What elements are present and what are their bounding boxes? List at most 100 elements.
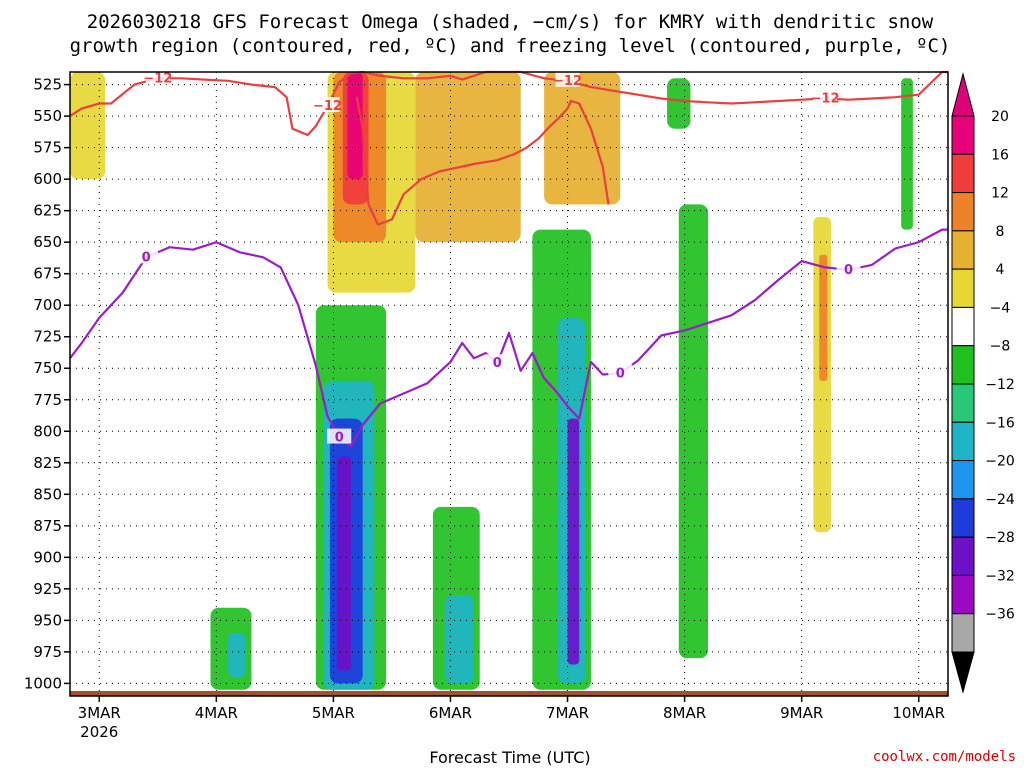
contour-label: 0 [493, 356, 502, 371]
y-tick-label: 525 [33, 76, 62, 94]
y-tick-label: 825 [33, 454, 62, 472]
contour-label: −12 [553, 74, 582, 89]
contour-label-bg [134, 248, 159, 264]
colorbar-label: 20 [991, 109, 1009, 125]
omega-shading [70, 72, 913, 690]
contour-label-bg [485, 354, 510, 370]
chart-title-line-1: 2026030218 GFS Forecast Omega (shaded, −… [87, 11, 934, 33]
colorbar-label: −32 [985, 568, 1015, 584]
omega-region-sinking-10mar [901, 78, 913, 230]
x-tick-label: 4MAR [195, 704, 238, 722]
omega-region-rising-aloft-6mar [415, 72, 521, 243]
contour-label-bg [327, 428, 352, 444]
colorbar-label: 4 [996, 262, 1005, 278]
colorbar-swatch [951, 574, 975, 615]
contour-line-0 [69, 70, 948, 137]
credit-link[interactable]: coolwx.com/models [873, 749, 1016, 765]
omega-region-rising-aloft-5mar-pink [347, 72, 363, 180]
omega-region-rising-aloft-7mar [544, 72, 621, 205]
contour-label-bg [608, 364, 633, 380]
contour-label: −12 [811, 91, 840, 106]
omega-region-rising-aloft-3mar [70, 72, 106, 180]
contour-label: −12 [313, 99, 342, 114]
x-tick-label: 6MAR [429, 704, 472, 722]
colorbar-swatch [951, 536, 975, 576]
grid-lines [70, 72, 948, 696]
contour-line-2 [69, 228, 948, 448]
contour-lines: −12 −12 −12 −12 0 0 0 0 0 [69, 69, 948, 448]
y-tick-label: 550 [33, 107, 62, 125]
contour-line-1 [355, 96, 610, 226]
x-axis-label: Forecast Time (UTC) [429, 748, 590, 767]
omega-region-rising-9mar-orange [819, 254, 828, 381]
x-tick-year-label: 2026 [80, 723, 118, 741]
colorbar-swatch [951, 115, 975, 155]
y-tick-label: 1000 [24, 674, 62, 692]
colorbar-label: −4 [990, 300, 1011, 316]
y-tick-label: 950 [33, 611, 62, 629]
pressure-axis: 525 550 575 600 625 650 675 700 725 750 775 800 825 8… [24, 76, 70, 692]
y-tick-label: 675 [33, 265, 62, 283]
colorbar-label: 8 [996, 224, 1005, 240]
y-tick-label: 775 [33, 391, 62, 409]
y-tick-label: 750 [33, 359, 62, 377]
x-tick-label: 9MAR [780, 704, 823, 722]
colorbar-swatch [951, 460, 975, 500]
colorbar-label: −24 [985, 492, 1015, 508]
colorbar-label: 12 [991, 186, 1009, 202]
colorbar-swatch [951, 153, 975, 194]
y-tick-label: 650 [33, 233, 62, 251]
colorbar-bottom-cap [951, 651, 975, 694]
y-tick-label: 700 [33, 296, 62, 314]
omega-region-sinking-8mar [678, 204, 709, 659]
colorbar-swatch [951, 383, 975, 423]
omega-region-sinking-6mar-teal [444, 595, 474, 684]
colorbar-label: 16 [991, 147, 1009, 163]
contour-label-bg [813, 89, 838, 105]
colorbar-swatch [951, 306, 975, 347]
colorbar-swatch [951, 230, 975, 270]
colorbar-swatch [951, 192, 975, 232]
y-tick-label: 600 [33, 170, 62, 188]
colorbar-swatch [951, 613, 975, 653]
colorbar-label: −16 [985, 415, 1015, 431]
x-tick-label: 7MAR [546, 704, 589, 722]
colorbar-swatch [951, 268, 975, 308]
colorbar-label: −12 [985, 377, 1015, 393]
omega-region-sinking-5mar-purple [336, 456, 351, 671]
y-tick-label: 900 [33, 548, 62, 566]
y-tick-label: 625 [33, 202, 62, 220]
contour-label-bg [836, 260, 861, 276]
omega-region-sinking-4mar-teal [228, 632, 246, 678]
x-tick-label: 8MAR [663, 704, 706, 722]
omega-region-sinking-7mar-purple [567, 418, 580, 665]
contour-label-bg [555, 71, 580, 87]
colorbar-top-cap [951, 72, 975, 117]
colorbar-swatch [951, 345, 975, 385]
chart-title-line-2: growth region (contoured, red, ºC) and f… [70, 35, 951, 57]
contour-label: 0 [844, 263, 853, 278]
contour-label: 0 [616, 366, 625, 381]
colorbar-label: −20 [985, 454, 1015, 470]
contour-label: 0 [142, 250, 151, 265]
y-tick-label: 875 [33, 517, 62, 535]
omega-region-sinking-late-aloft [667, 78, 691, 129]
x-tick-label: 5MAR [312, 704, 355, 722]
colorbar-label: −8 [990, 339, 1011, 355]
y-tick-label: 975 [33, 643, 62, 661]
colorbar-label: −28 [985, 530, 1015, 546]
contour-label-bg [145, 69, 170, 85]
x-tick-label: 3MAR [78, 704, 121, 722]
contour-label: −12 [143, 71, 172, 86]
y-tick-label: 575 [33, 139, 62, 157]
plot-frame [69, 71, 949, 697]
y-tick-label: 925 [33, 580, 62, 598]
terrain-layer [70, 690, 948, 696]
x-tick-label: 10MAR [892, 704, 945, 722]
y-tick-label: 800 [33, 422, 62, 440]
y-tick-label: 850 [33, 485, 62, 503]
colorbar: 20 16 12 8 4 −4 −8 −12 −16 −20 −24 −28 −32 −36 [951, 72, 1015, 694]
colorbar-swatch [951, 498, 975, 538]
